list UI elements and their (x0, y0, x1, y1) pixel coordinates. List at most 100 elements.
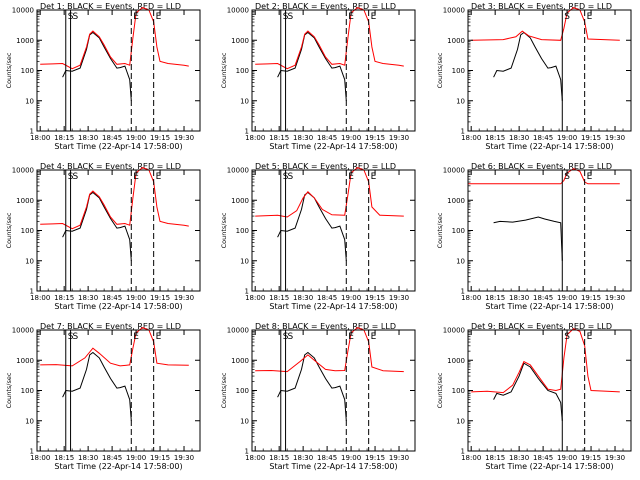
xtick-label: 19:15 (581, 454, 601, 462)
ytick-label: 1 (461, 448, 465, 456)
ytick-label: 10000 (443, 7, 465, 15)
ytick-label: 1 (461, 288, 465, 296)
xtick-label: 18:15 (54, 454, 74, 462)
marker-label: S (73, 332, 79, 342)
marker-label: E (587, 12, 593, 22)
marker-label: E (133, 332, 139, 342)
panel-det-5: Det 5: BLACK = Events, RED = LLDSSEE1101… (220, 162, 416, 311)
xtick-label: 19:00 (557, 134, 577, 142)
y-axis-label: Counts/sec (5, 372, 13, 408)
ytick-label: 1000 (447, 37, 465, 45)
marker-label: E (156, 172, 162, 182)
xtick-label: 18:45 (317, 294, 337, 302)
panel-title: Det 3: BLACK = Events, RED = LLD (471, 2, 612, 11)
ytick-label: 10 (25, 257, 34, 265)
xtick-label: 19:15 (581, 294, 601, 302)
marker-label: E (587, 172, 593, 182)
xtick-label: 18:30 (78, 294, 98, 302)
ytick-label: 1000 (231, 37, 249, 45)
ytick-label: 100 (21, 67, 34, 75)
xtick-label: 18:15 (269, 454, 289, 462)
series-line-events (493, 362, 563, 421)
ytick-label: 1000 (16, 37, 34, 45)
x-axis-label: Start Time (22-Apr-14 17:58:00) (269, 142, 397, 151)
ytick-label: 10000 (12, 327, 34, 335)
series-line-events (493, 31, 563, 101)
marker-label: E (371, 332, 377, 342)
series-line-lld (40, 7, 189, 70)
panel-det-7: Det 7: BLACK = Events, RED = LLDSSEE1101… (5, 322, 201, 471)
marker-label: S (288, 12, 294, 22)
marker-label: E (156, 12, 162, 22)
xtick-label: 18:15 (269, 134, 289, 142)
xtick-label: 18:30 (78, 134, 98, 142)
marker-label: S (564, 332, 570, 342)
xtick-label: 19:00 (126, 454, 146, 462)
ytick-label: 100 (236, 67, 249, 75)
y-axis-label: Counts/sec (436, 212, 444, 248)
ytick-label: 1000 (231, 197, 249, 205)
series-line-lld (255, 7, 404, 70)
xtick-label: 19:00 (341, 134, 361, 142)
y-axis-label: Counts/sec (5, 52, 13, 88)
ytick-label: 10000 (227, 327, 249, 335)
ytick-label: 100 (236, 227, 249, 235)
xtick-label: 18:00 (30, 294, 50, 302)
panel-title: Det 4: BLACK = Events, RED = LLD (40, 162, 181, 171)
marker-label: E (156, 332, 162, 342)
xtick-label: 19:30 (389, 294, 409, 302)
ytick-label: 10000 (227, 7, 249, 15)
series-line-events (62, 31, 132, 101)
marker-label: S (564, 172, 570, 182)
panel-det-2: Det 2: BLACK = Events, RED = LLDSSEE1101… (220, 2, 416, 151)
ytick-label: 10 (456, 257, 465, 265)
ytick-label: 1000 (447, 197, 465, 205)
xtick-label: 19:30 (605, 294, 625, 302)
series-line-events (62, 351, 132, 421)
xtick-label: 18:15 (485, 454, 505, 462)
xtick-label: 18:45 (317, 134, 337, 142)
marker-label: S (288, 172, 294, 182)
xtick-label: 18:00 (245, 294, 265, 302)
ytick-label: 10 (456, 97, 465, 105)
xtick-label: 18:30 (509, 134, 529, 142)
ytick-label: 100 (21, 227, 34, 235)
xtick-label: 19:15 (150, 134, 170, 142)
marker-label: E (348, 12, 354, 22)
series-line-events (277, 351, 347, 421)
panel-det-8: Det 8: BLACK = Events, RED = LLDSSEE1101… (220, 322, 416, 471)
xtick-label: 18:45 (102, 134, 122, 142)
ytick-label: 10000 (12, 167, 34, 175)
xtick-label: 19:15 (150, 294, 170, 302)
xtick-label: 18:00 (245, 454, 265, 462)
marker-label: E (133, 12, 139, 22)
xtick-label: 18:15 (485, 134, 505, 142)
ytick-label: 1000 (447, 357, 465, 365)
ytick-label: 10 (25, 417, 34, 425)
xtick-label: 19:30 (389, 454, 409, 462)
xtick-label: 18:30 (293, 454, 313, 462)
xtick-label: 19:15 (365, 294, 385, 302)
ytick-label: 100 (452, 67, 465, 75)
xtick-label: 19:00 (126, 294, 146, 302)
xtick-label: 19:00 (341, 294, 361, 302)
xtick-label: 18:00 (461, 454, 481, 462)
y-axis-label: Counts/sec (220, 52, 228, 88)
xtick-label: 19:30 (605, 454, 625, 462)
series-line-lld (40, 327, 189, 367)
xtick-label: 19:15 (365, 134, 385, 142)
ytick-label: 1 (30, 128, 34, 136)
ytick-label: 10 (25, 97, 34, 105)
series-line-lld (471, 328, 620, 394)
ytick-label: 10000 (227, 167, 249, 175)
marker-label: S (288, 332, 294, 342)
xtick-label: 18:00 (30, 454, 50, 462)
marker-label: S (73, 12, 79, 22)
xtick-label: 19:00 (126, 134, 146, 142)
panel-title: Det 6: BLACK = Events, RED = LLD (471, 162, 612, 171)
xtick-label: 19:30 (174, 294, 194, 302)
x-axis-label: Start Time (22-Apr-14 17:58:00) (269, 302, 397, 311)
x-axis-label: Start Time (22-Apr-14 17:58:00) (485, 302, 613, 311)
y-axis-label: Counts/sec (220, 372, 228, 408)
